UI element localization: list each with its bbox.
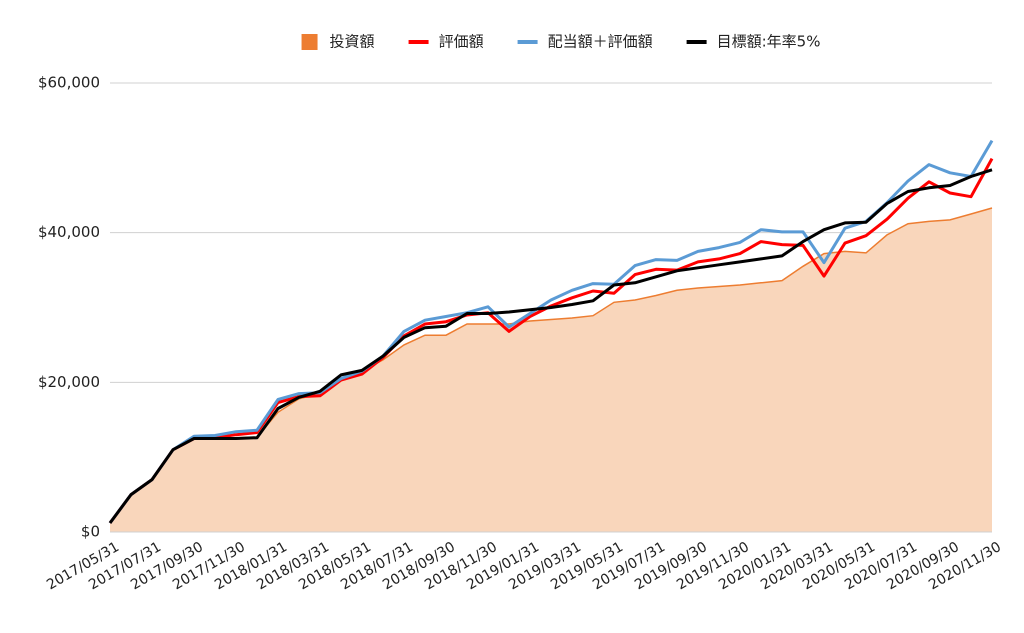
legend-label: 目標額:年率5%	[717, 33, 821, 51]
legend-swatch	[301, 34, 318, 50]
y-tick-label: $60,000	[38, 74, 100, 92]
y-tick-label: $40,000	[38, 223, 100, 241]
line	[108, 139, 994, 524]
y-tick-label: $20,000	[38, 373, 100, 391]
line	[108, 168, 993, 524]
legend: 投資額 評価額 配当額＋評価額 目標額:年率5%	[301, 33, 821, 51]
legend-label: 配当額＋評価額	[548, 33, 653, 51]
y-tick-label: $0	[81, 523, 100, 541]
area	[110, 208, 992, 532]
legend-label: 評価額	[439, 33, 484, 51]
legend-label: 投資額	[330, 33, 375, 51]
